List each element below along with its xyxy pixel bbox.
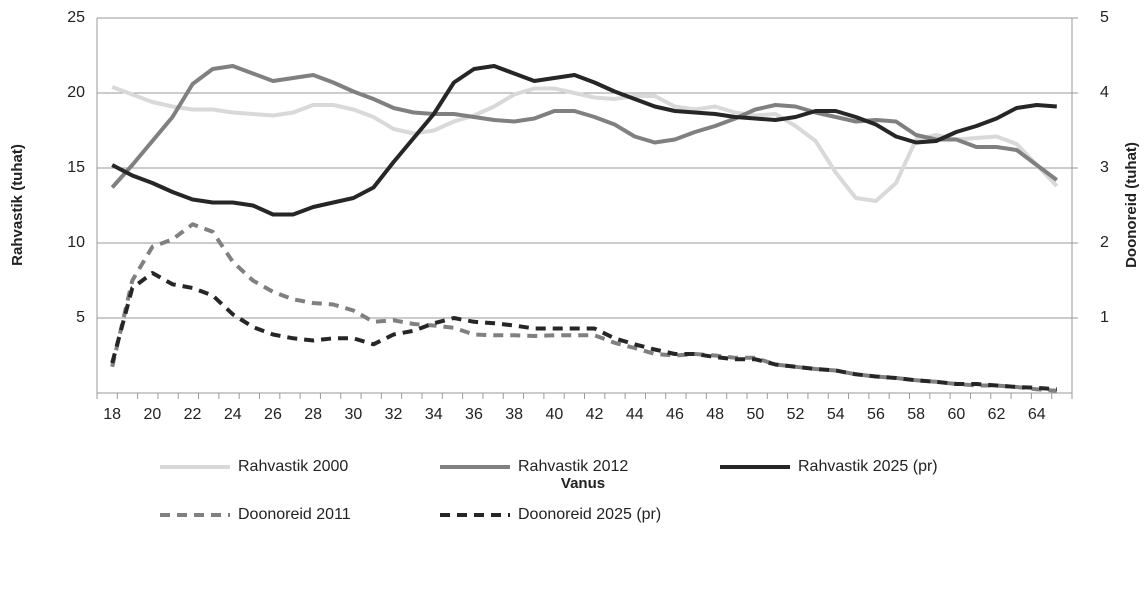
- x-tick-label: 54: [827, 406, 845, 423]
- x-tick-label: 20: [143, 406, 161, 423]
- y2-tick-label: 5: [1100, 9, 1109, 26]
- x-tick-label: 26: [264, 406, 282, 423]
- x-axis-title: Vanus: [561, 475, 605, 492]
- y-tick-label: 20: [67, 84, 85, 101]
- y-tick-label: 10: [67, 234, 85, 251]
- y2-tick-label: 1: [1100, 309, 1109, 326]
- x-tick-label: 42: [586, 406, 604, 423]
- x-tick-label: 34: [425, 406, 443, 423]
- series-line: [111, 85, 1059, 203]
- x-tick-label: 36: [465, 406, 483, 423]
- y-tick-label: 15: [67, 159, 85, 176]
- y-axis-title: Rahvastik (tuhat): [9, 144, 26, 266]
- x-tick-label: 58: [907, 406, 925, 423]
- x-tick-label: 52: [787, 406, 805, 423]
- legend-label: Rahvastik 2000: [238, 458, 348, 475]
- x-tick-label: 48: [706, 406, 724, 423]
- legend-label: Doonoreid 2011: [238, 506, 351, 523]
- x-tick-label: 44: [626, 406, 644, 423]
- x-tick-label: 18: [103, 406, 121, 423]
- x-tick-label: 60: [947, 406, 965, 423]
- x-tick-label: 28: [304, 406, 322, 423]
- x-tick-label: 62: [988, 406, 1006, 423]
- x-tick-label: 30: [344, 406, 362, 423]
- x-tick-label: 50: [746, 406, 764, 423]
- x-tick-label: 32: [385, 406, 403, 423]
- series-line: [111, 64, 1057, 217]
- legend-label: Doonoreid 2025 (pr): [518, 506, 661, 523]
- x-tick-label: 64: [1028, 406, 1046, 423]
- legend-label: Rahvastik 2025 (pr): [798, 458, 938, 475]
- x-tick-label: 38: [505, 406, 523, 423]
- y-tick-label: 5: [76, 309, 85, 326]
- series-line: [110, 64, 1058, 189]
- legend-label: Rahvastik 2012: [518, 458, 628, 475]
- x-tick-label: 22: [184, 406, 202, 423]
- y2-tick-label: 3: [1100, 159, 1109, 176]
- y2-tick-label: 2: [1100, 234, 1109, 251]
- y2-tick-label: 4: [1100, 84, 1109, 101]
- x-tick-label: 56: [867, 406, 885, 423]
- x-tick-label: 40: [545, 406, 563, 423]
- y-tick-label: 25: [67, 9, 85, 26]
- series-line: [110, 222, 1057, 393]
- series-line: [110, 271, 1057, 392]
- x-tick-label: 24: [224, 406, 242, 423]
- y2-axis-title: Doonoreid (tuhat): [1123, 142, 1140, 268]
- x-tick-label: 46: [666, 406, 684, 423]
